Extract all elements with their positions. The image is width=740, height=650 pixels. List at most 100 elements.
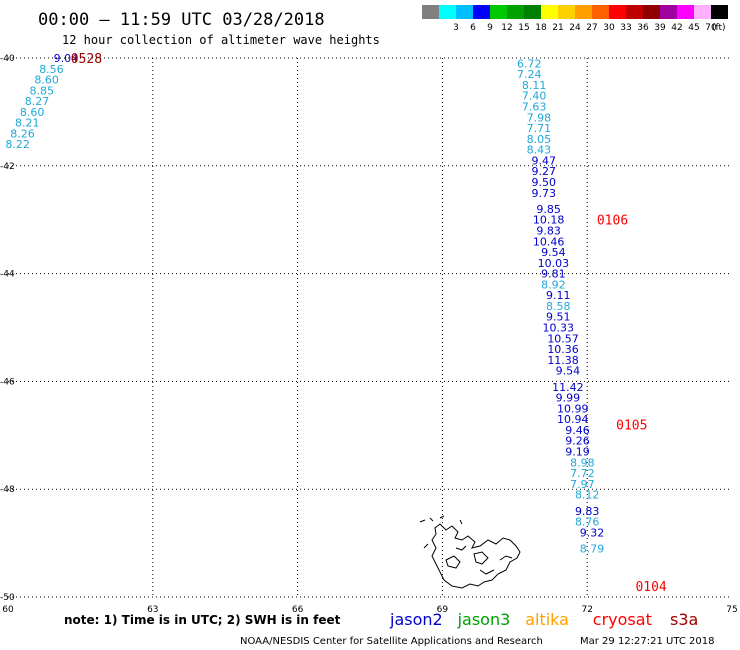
pass-time-label: 0106 <box>597 214 628 229</box>
colorbar-tick-label: 18 <box>535 23 547 33</box>
footer-note: note: 1) Time is in UTC; 2) SWH is in fe… <box>64 613 341 627</box>
wave-height-value: 7.72 <box>570 467 595 480</box>
pass-time-label: 0528 <box>71 52 102 67</box>
colorbar-swatch <box>541 5 558 19</box>
lat-lon-grid <box>8 57 732 598</box>
satellite-legend-s3a: s3a <box>670 610 698 629</box>
wave-height-value: 8.27 <box>25 95 50 108</box>
wave-height-value: 9.54 <box>541 246 566 259</box>
latitude-tick-label: -46 <box>0 377 15 387</box>
wave-height-value: 9.99 <box>556 392 581 405</box>
longitude-tick-label: 72 <box>581 605 592 615</box>
wave-height-value: 7.40 <box>522 90 547 103</box>
longitude-tick-label: 66 <box>292 605 304 615</box>
wave-height-value: 8.79 <box>580 542 605 555</box>
wave-height-value: 8.60 <box>34 74 59 87</box>
wave-height-value: 11.42 <box>552 381 584 394</box>
wave-height-value: 10.99 <box>557 402 589 415</box>
altimeter-tracks: 9.048.568.608.858.278.608.218.268.220528… <box>5 52 667 595</box>
wave-height-value: 8.60 <box>20 106 45 119</box>
wave-height-value: 9.81 <box>541 268 566 281</box>
wave-height-value: 8.21 <box>15 117 40 130</box>
colorbar-tick-label: 45 <box>688 23 699 33</box>
colorbar-tick-label: 3 <box>453 23 459 33</box>
colorbar-swatch <box>660 5 677 19</box>
wave-height-value: 8.26 <box>10 127 35 140</box>
latitude-tick-label: -40 <box>0 54 15 64</box>
wave-height-value: 9.54 <box>556 365 581 378</box>
wave-height-value: 9.11 <box>546 289 571 302</box>
wave-height-value: 9.04 <box>54 52 79 65</box>
colorbar-swatch <box>439 5 456 19</box>
wave-height-value: 8.22 <box>5 138 30 151</box>
colorbar-swatch <box>524 5 541 19</box>
wave-height-value: 9.32 <box>580 526 605 539</box>
colorbar-swatch <box>711 5 728 19</box>
latitude-tick-label: -42 <box>0 162 15 172</box>
kerguelen-island-outline <box>419 515 521 589</box>
colorbar-swatch <box>473 5 490 19</box>
wave-height-value: 8.85 <box>30 84 55 97</box>
wave-height-value: 8.12 <box>575 489 600 502</box>
colorbar-swatch <box>490 5 507 19</box>
longitude-tick-label: 63 <box>147 605 158 615</box>
latitude-tick-label: -44 <box>0 270 15 280</box>
satellite-legend-cryosat: cryosat <box>593 610 652 629</box>
colorbar-tick-label: 21 <box>552 23 563 33</box>
wave-height-value: 8.43 <box>527 144 552 157</box>
colorbar-tick-label: 27 <box>586 23 597 33</box>
longitude-tick-label: 69 <box>437 605 449 615</box>
wave-height-value: 9.83 <box>536 224 561 237</box>
credit-text: NOAA/NESDIS Center for Satellite Applica… <box>240 636 543 647</box>
wave-height-value: 11.38 <box>547 354 579 367</box>
colorbar-tick-label: 9 <box>487 23 493 33</box>
wave-height-value: 6.72 <box>517 57 542 70</box>
latitude-tick-label: -48 <box>0 485 15 495</box>
wave-height-value: 8.56 <box>39 63 64 76</box>
wave-height-value: 10.57 <box>547 332 579 345</box>
wave-height-value: 8.92 <box>541 278 566 291</box>
wave-height-value: 8.58 <box>546 300 571 313</box>
pass-time-label: 0105 <box>616 419 647 434</box>
wave-height-value: 10.33 <box>542 322 574 335</box>
colorbar-swatch <box>609 5 626 19</box>
wave-height-value: 7.24 <box>517 68 542 81</box>
wave-height-value: 9.51 <box>546 311 571 324</box>
colorbar-swatch <box>643 5 660 19</box>
colorbar-unit: (ft) <box>712 23 726 33</box>
colorbar-tick-label: 15 <box>518 23 529 33</box>
satellite-legend-jason3: jason3 <box>457 610 511 629</box>
latitude-tick-label: -50 <box>0 593 15 603</box>
wave-height-value: 8.11 <box>522 79 547 92</box>
colorbar-tick-label: 39 <box>654 23 666 33</box>
wave-height-value: 9.19 <box>565 445 590 458</box>
map-title: 00:00 – 11:59 UTC 03/28/2018 <box>38 10 325 30</box>
satellite-legend-altika: altika <box>525 610 569 629</box>
track-main: 6.727.248.117.407.637.987.718.058.439.47… <box>517 57 667 595</box>
pass-time-label: 0104 <box>635 580 666 595</box>
wave-height-value: 9.47 <box>532 154 557 167</box>
wave-height-value: 7.63 <box>522 101 547 114</box>
colorbar-tick-label: 70 <box>705 23 717 33</box>
colorbar-legend: 3 6 9 12 15 18 21 24 27 30 33 36 39 42 45 70(ft) <box>422 5 728 33</box>
colorbar-tick-label: 30 <box>603 23 615 33</box>
timestamp-text: Mar 29 12:27:21 UTC 2018 <box>580 636 715 647</box>
wave-height-value: 9.85 <box>536 203 561 216</box>
colorbar-tick-label: 42 <box>671 23 682 33</box>
axis-tick-labels: 60 63 66 69 72 75 -40 -42 -44 -46 -48 -50 <box>0 54 738 615</box>
wave-height-value: 10.94 <box>557 413 589 426</box>
colorbar-swatch <box>677 5 694 19</box>
longitude-tick-label: 75 <box>726 605 737 615</box>
wave-height-value: 8.98 <box>570 456 595 469</box>
colorbar-tick-label: 36 <box>637 23 649 33</box>
satellite-legend-jason2: jason2 <box>389 610 443 629</box>
colorbar-swatch <box>456 5 473 19</box>
wave-height-value: 7.97 <box>570 478 595 491</box>
wave-height-value: 8.05 <box>527 133 552 146</box>
colorbar-swatch <box>507 5 524 19</box>
wave-height-value: 8.76 <box>575 516 600 529</box>
colorbar-tick-label: 6 <box>470 23 476 33</box>
colorbar-swatch <box>694 5 711 19</box>
